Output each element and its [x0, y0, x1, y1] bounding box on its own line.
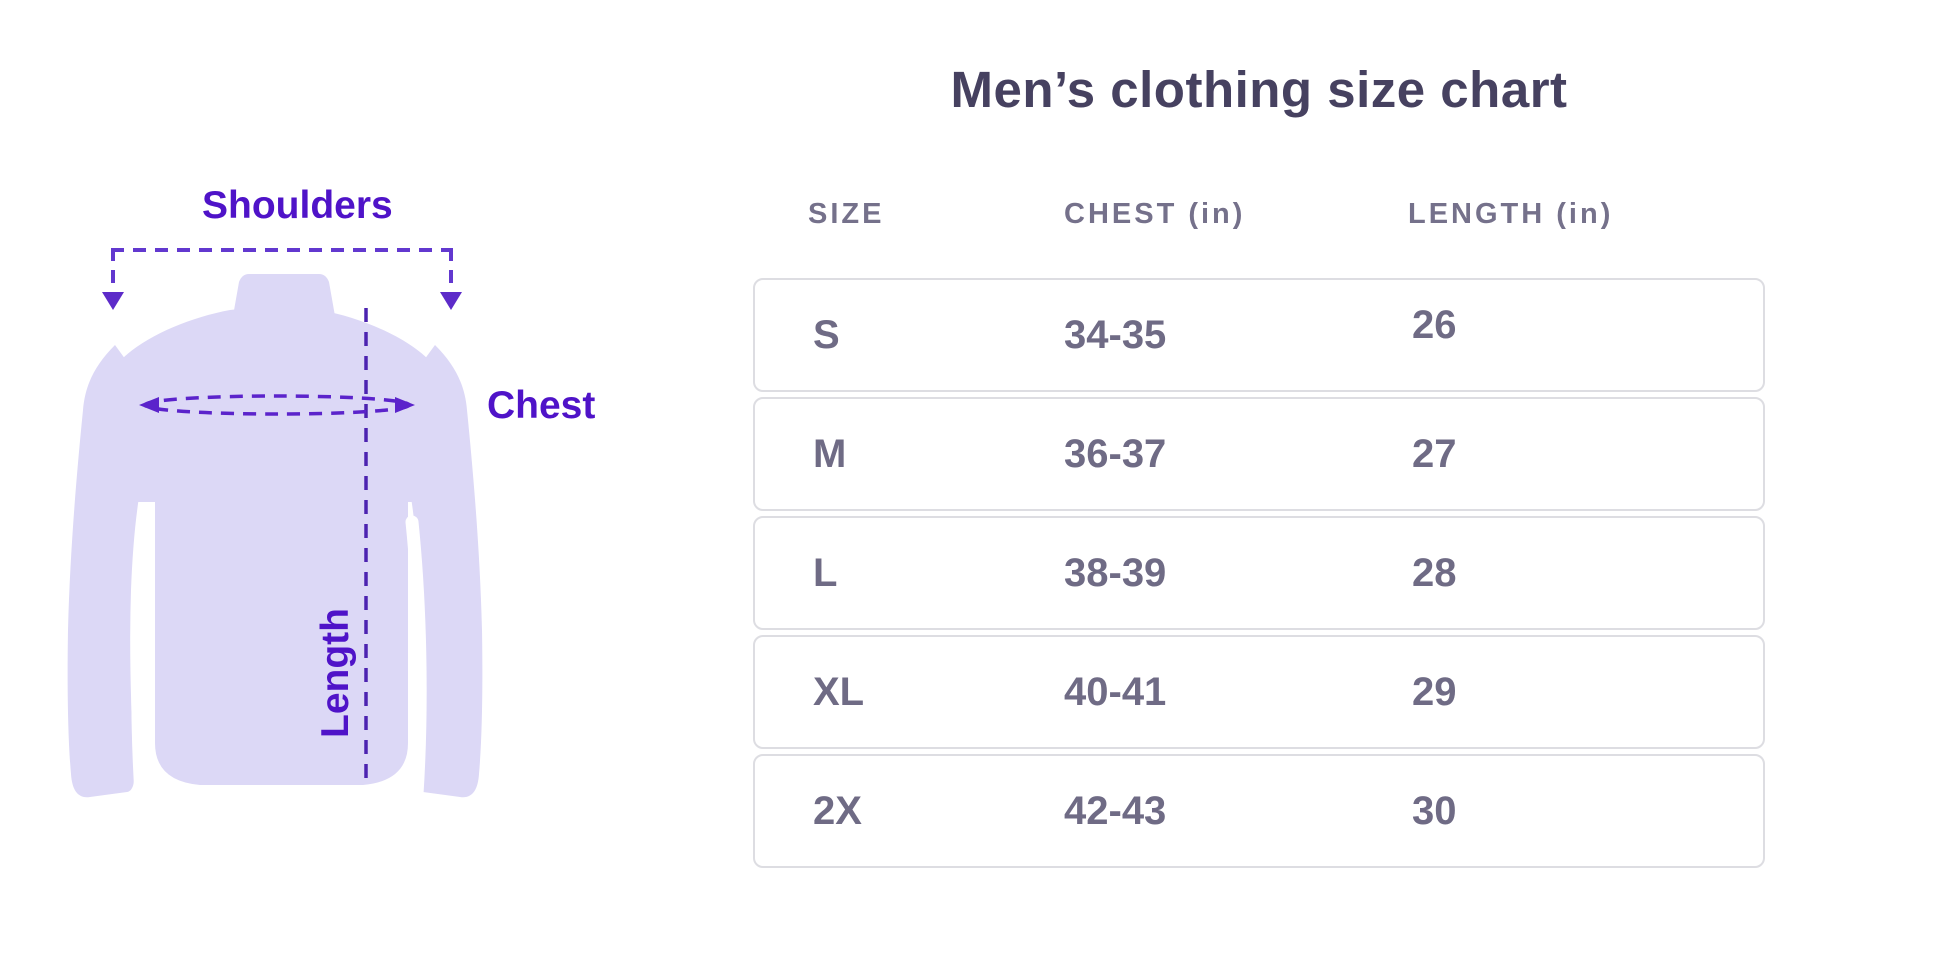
column-header-size: SIZE — [808, 198, 885, 230]
cell-size: S — [813, 313, 840, 357]
cell-chest: 38-39 — [1064, 551, 1167, 595]
table-row: M 36-37 27 — [753, 397, 1765, 511]
cell-chest: 34-35 — [1064, 313, 1167, 357]
cell-size: M — [813, 432, 847, 476]
cell-length: 30 — [1412, 789, 1457, 833]
cell-chest: 42-43 — [1064, 789, 1167, 833]
cell-size: XL — [813, 670, 865, 714]
column-header-length: LENGTH (in) — [1408, 198, 1614, 230]
shoulders-label: Shoulders — [202, 184, 393, 227]
column-header-chest: CHEST (in) — [1064, 198, 1246, 230]
cell-chest: 36-37 — [1064, 432, 1167, 476]
table-row: S 34-35 26 — [753, 278, 1765, 392]
shoulders-measure-line-right — [449, 248, 453, 293]
cell-length: 29 — [1412, 670, 1457, 714]
measurement-annotations — [139, 308, 415, 788]
right-arrow-icon — [395, 397, 415, 413]
shirt-measurement-diagram: Shoulders Chest Length — [0, 0, 660, 977]
chest-measure-ellipse — [143, 394, 411, 416]
down-arrow-icon — [102, 292, 124, 310]
cell-length: 26 — [1412, 303, 1457, 347]
cell-chest: 40-41 — [1064, 670, 1167, 714]
shirt-graphic — [67, 274, 483, 801]
left-arrow-icon — [139, 397, 159, 413]
page-title: Men’s clothing size chart — [950, 61, 1568, 118]
chest-label: Chest — [487, 384, 596, 427]
shoulders-measure-line-left — [111, 248, 115, 293]
table-row: L 38-39 28 — [753, 516, 1765, 630]
table-row: 2X 42-43 30 — [753, 754, 1765, 868]
cell-length: 28 — [1412, 551, 1457, 595]
shoulders-measure-line — [111, 248, 453, 252]
table-row: XL 40-41 29 — [753, 635, 1765, 749]
cell-size: L — [813, 551, 838, 595]
down-arrow-icon — [440, 292, 462, 310]
cell-size: 2X — [813, 789, 862, 833]
length-label: Length — [314, 608, 357, 738]
cell-length: 27 — [1412, 432, 1457, 476]
